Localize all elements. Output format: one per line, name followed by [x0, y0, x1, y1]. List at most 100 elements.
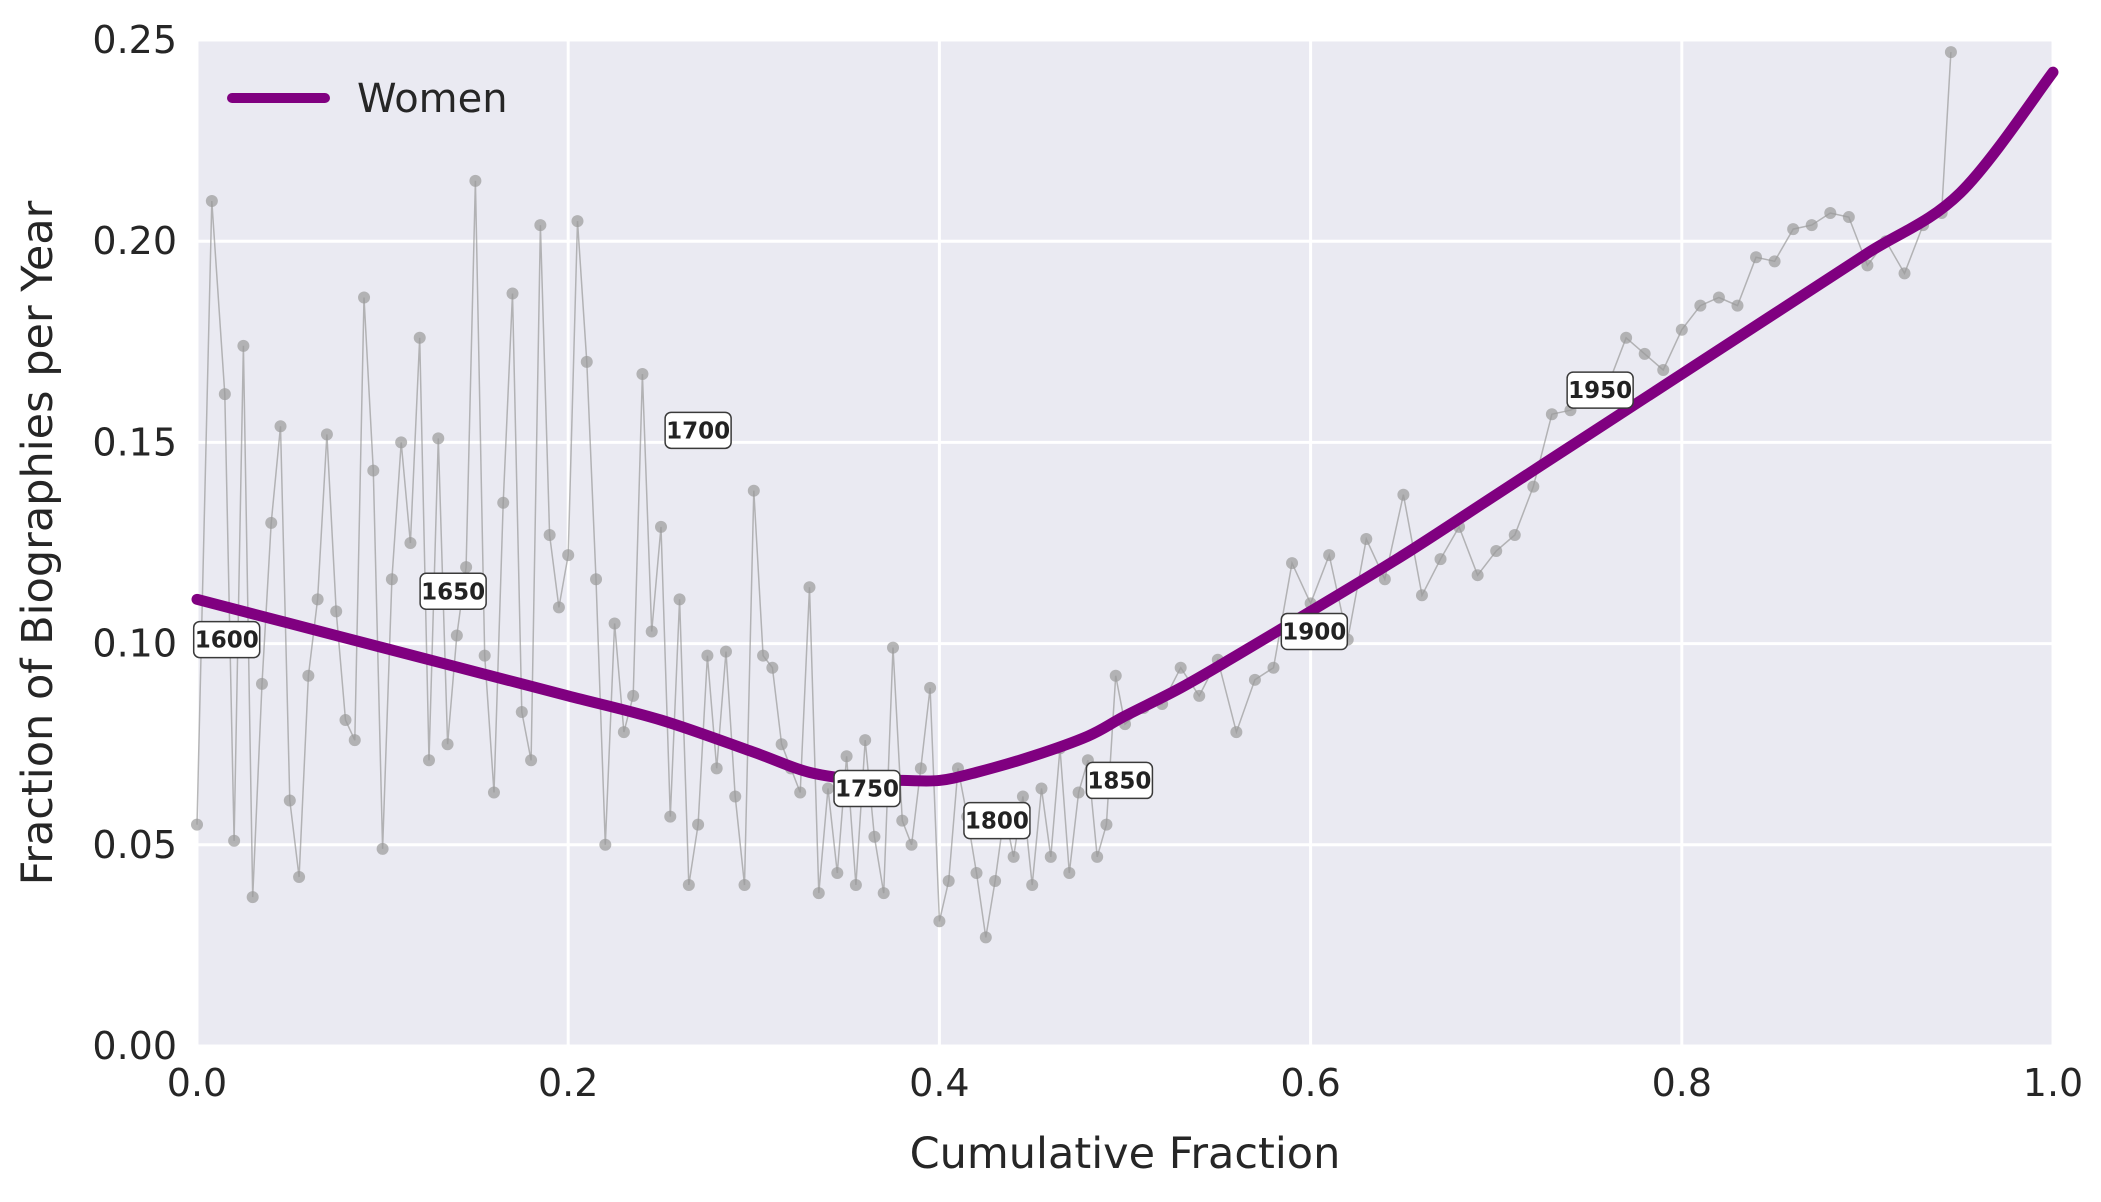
raw-data-point	[822, 782, 835, 795]
raw-data-point	[487, 786, 500, 799]
year-label-box	[419, 572, 487, 611]
raw-data-point	[1944, 46, 1957, 59]
x-axis-title: Cumulative Fraction	[910, 1129, 1341, 1179]
raw-data-point	[413, 331, 426, 344]
raw-data-point	[1026, 879, 1039, 892]
raw-data-point	[460, 561, 473, 574]
x-tick-label: 0.0	[167, 1061, 227, 1105]
raw-data-point	[571, 215, 584, 228]
raw-data-point	[1267, 661, 1280, 674]
raw-data-point	[1072, 786, 1085, 799]
grid-lines	[195, 38, 2055, 1048]
year-labels: 1600 1650 1700 1750 1800 1850 1900 1950	[192, 371, 1634, 840]
y-tick-label: 0.15	[92, 420, 177, 464]
raw-data-point	[1545, 408, 1558, 421]
raw-data-point	[1035, 782, 1048, 795]
raw-data-point	[794, 786, 807, 799]
raw-data-point	[385, 573, 398, 586]
year-label-box	[833, 769, 901, 808]
y-tick-label: 0.20	[92, 219, 177, 263]
raw-data-point	[701, 649, 714, 662]
raw-data-point	[747, 484, 760, 497]
raw-data-point	[302, 669, 315, 682]
raw-data-point	[191, 818, 203, 831]
raw-data-point	[395, 436, 408, 449]
raw-data-point	[942, 875, 955, 888]
y-tick-label: 0.10	[92, 622, 177, 666]
raw-data-point	[311, 593, 324, 606]
raw-data-point	[590, 573, 603, 586]
raw-data-point	[849, 879, 862, 892]
raw-data-point	[274, 420, 287, 433]
x-tick-label: 0.8	[1652, 1061, 1712, 1105]
raw-data-point	[1248, 673, 1261, 686]
raw-data-point	[692, 818, 705, 831]
raw-data-point	[1286, 557, 1299, 570]
raw-data-point	[1360, 532, 1373, 545]
smoothed-series	[191, 66, 2059, 787]
raw-data-point	[423, 754, 435, 767]
year-label: 1800	[965, 809, 1029, 835]
raw-data-point	[1527, 480, 1540, 493]
raw-data-point	[924, 681, 937, 694]
raw-data-point	[1174, 661, 1187, 674]
raw-data-point	[1471, 569, 1484, 582]
raw-data-point	[293, 870, 306, 883]
raw-data-point	[367, 464, 380, 477]
raw-data-point	[441, 738, 454, 751]
raw-data-point	[255, 677, 268, 690]
y-tick-label: 0.05	[92, 823, 177, 867]
year-label: 1600	[195, 628, 259, 654]
raw-data-point	[534, 219, 547, 232]
raw-data-point	[710, 762, 723, 775]
raw-data-point	[775, 738, 788, 751]
raw-data-point	[1044, 850, 1057, 863]
raw-data-point	[1007, 850, 1020, 863]
raw-data-point	[1842, 211, 1855, 224]
raw-data-point	[330, 605, 343, 618]
raw-data-point	[645, 625, 658, 638]
raw-data-point	[831, 866, 844, 879]
raw-data-point	[933, 915, 946, 928]
x-tick-label: 1.0	[2023, 1061, 2083, 1105]
raw-data-point	[1712, 291, 1725, 304]
raw-data-point	[1768, 255, 1781, 268]
raw-data-point	[358, 291, 371, 304]
raw-data-point	[608, 617, 621, 630]
year-label-box	[1566, 371, 1634, 409]
raw-data-point	[580, 355, 593, 368]
raw-data-point	[450, 629, 463, 642]
raw-data-point	[1016, 790, 1029, 803]
raw-data-point	[887, 641, 899, 654]
raw-data-point	[562, 549, 575, 562]
year-label-box	[963, 801, 1031, 840]
raw-data-point	[896, 814, 909, 827]
raw-data-point	[1805, 219, 1818, 232]
year-label: 1950	[1568, 378, 1632, 404]
raw-data-point	[905, 838, 918, 851]
year-label-box	[192, 620, 261, 659]
plot-background	[197, 40, 2053, 1046]
raw-data-point	[404, 537, 417, 549]
y-axis-title: Fraction of Biographies per Year	[13, 200, 63, 885]
raw-data-point	[1091, 850, 1104, 863]
raw-data-point	[283, 794, 296, 807]
raw-data-point	[1109, 669, 1122, 682]
x-tick-label: 0.4	[909, 1061, 969, 1105]
raw-data-point	[1694, 299, 1707, 312]
raw-data-point	[617, 726, 630, 739]
raw-data-point	[989, 875, 1002, 888]
x-tick-label: 0.2	[538, 1061, 598, 1105]
raw-data-point	[237, 339, 250, 352]
raw-data-point	[1861, 259, 1874, 272]
y-tick-label: 0.00	[92, 1024, 177, 1068]
raw-data-point	[970, 866, 983, 879]
raw-data-point	[376, 842, 389, 855]
raw-data-point	[1750, 251, 1763, 264]
raw-data-point	[1397, 488, 1410, 501]
raw-data-point	[914, 762, 927, 775]
raw-data-point	[1230, 726, 1243, 739]
raw-data-point	[719, 645, 732, 658]
